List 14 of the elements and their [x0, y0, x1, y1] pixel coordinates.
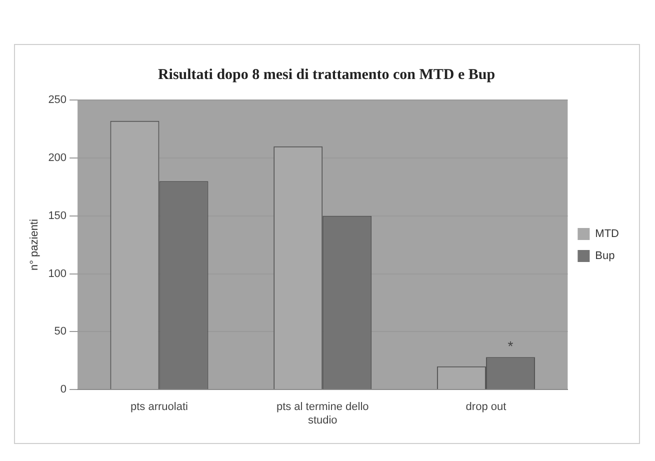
y-axis-title: n° pazienti — [28, 219, 41, 271]
y-tick-label: 150 — [48, 210, 67, 222]
legend-label: Bup — [595, 250, 615, 262]
y-tick-label: 100 — [48, 268, 67, 280]
x-tick-label: pts arruolati — [130, 401, 188, 414]
y-tick-label: 50 — [54, 326, 67, 338]
annotation: * — [508, 338, 514, 354]
chart-title: Risultati dopo 8 mesi di trattamento con MTD e Bup — [158, 66, 496, 83]
x-tick-label: drop out — [466, 401, 506, 414]
y-tick-label: 200 — [48, 152, 67, 164]
x-tick-label: pts al termine dello studio — [276, 401, 369, 426]
y-tick-label: 0 — [60, 384, 67, 396]
y-tick-label: 250 — [48, 94, 67, 106]
legend-label: MTD — [595, 228, 620, 240]
